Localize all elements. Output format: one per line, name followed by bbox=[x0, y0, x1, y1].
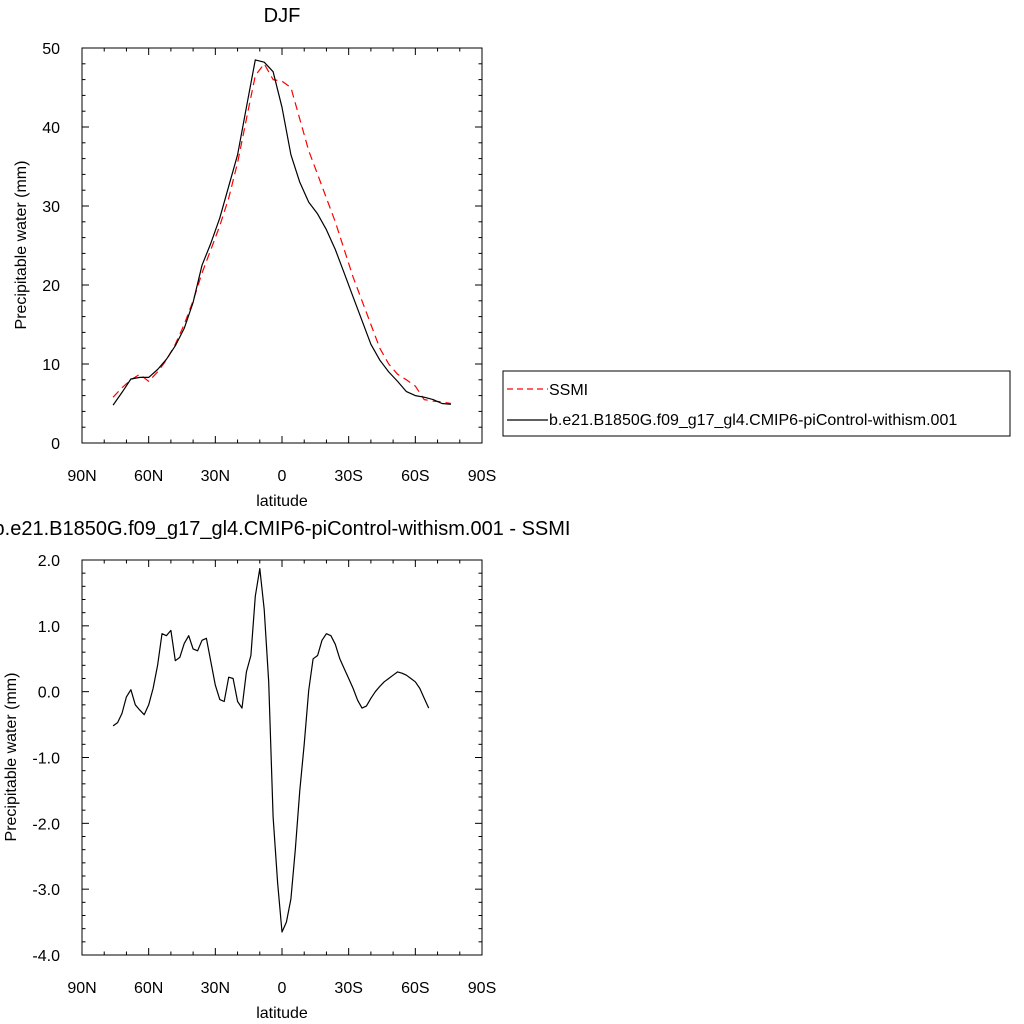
y-tick-label: -3.0 bbox=[32, 882, 60, 899]
x-tick-label: 0 bbox=[278, 980, 287, 997]
y-axis-label: Precipitable water (mm) bbox=[3, 673, 20, 842]
chart-panel-bottom: b.e21.B1850G.f09_g17_gl4.CMIP6-piControl… bbox=[0, 518, 570, 1022]
y-tick-label: -4.0 bbox=[32, 948, 60, 965]
plot-frame bbox=[81, 47, 483, 444]
legend-label-ssmi: SSMI bbox=[549, 382, 588, 399]
y-tick-label: -1.0 bbox=[32, 751, 60, 768]
x-tick-label: 30N bbox=[201, 468, 230, 485]
y-tick-label: 20 bbox=[42, 278, 60, 295]
series-line-difference bbox=[112, 567, 430, 933]
x-tick-label: 60S bbox=[401, 468, 429, 485]
y-tick-label: 1.0 bbox=[38, 619, 60, 636]
y-tick-label: 40 bbox=[42, 120, 60, 137]
x-tick-label: 0 bbox=[278, 468, 287, 485]
y-tick-label: 30 bbox=[42, 199, 60, 216]
y-tick-label: 2.0 bbox=[38, 553, 60, 570]
x-axis-label: latitude bbox=[256, 493, 308, 510]
y-tick-label: 0.0 bbox=[38, 685, 60, 702]
x-tick-label: 30S bbox=[334, 980, 362, 997]
legend-box bbox=[502, 370, 1011, 437]
chart-title: b.e21.B1850G.f09_g17_gl4.CMIP6-piControl… bbox=[0, 518, 570, 540]
y-tick-label: 0 bbox=[51, 436, 60, 453]
plot-frame bbox=[81, 559, 483, 956]
x-axis-label: latitude bbox=[256, 1005, 308, 1022]
x-tick-label: 60S bbox=[401, 980, 429, 997]
x-tick-label: 30S bbox=[334, 468, 362, 485]
legend: SSMI b.e21.B1850G.f09_g17_gl4.CMIP6-piCo… bbox=[502, 370, 1011, 437]
y-tick-label: 50 bbox=[42, 41, 60, 58]
plot-area: 90N 60N 30N 0 30S 60S 90S 0 10 20 30 40 50 bbox=[42, 41, 496, 485]
x-tick-label: 90S bbox=[468, 980, 496, 997]
chart-title: DJF bbox=[264, 5, 301, 27]
y-tick-label: -2.0 bbox=[32, 816, 60, 833]
legend-label-model: b.e21.B1850G.f09_g17_gl4.CMIP6-piControl… bbox=[549, 412, 957, 429]
x-tick-label: 90N bbox=[67, 980, 96, 997]
y-tick-label: 10 bbox=[42, 357, 60, 374]
y-axis-label: Precipitable water (mm) bbox=[13, 161, 30, 330]
x-tick-label: 90N bbox=[67, 468, 96, 485]
x-tick-label: 60N bbox=[134, 468, 163, 485]
x-tick-label: 30N bbox=[201, 980, 230, 997]
x-tick-label: 60N bbox=[134, 980, 163, 997]
chart-panel-top: DJF 90N 60N 30N 0 30S 60S 90S 0 10 20 30 40 50 latit… bbox=[13, 5, 1011, 510]
series-line-model bbox=[112, 59, 451, 406]
x-tick-label: 90S bbox=[468, 468, 496, 485]
